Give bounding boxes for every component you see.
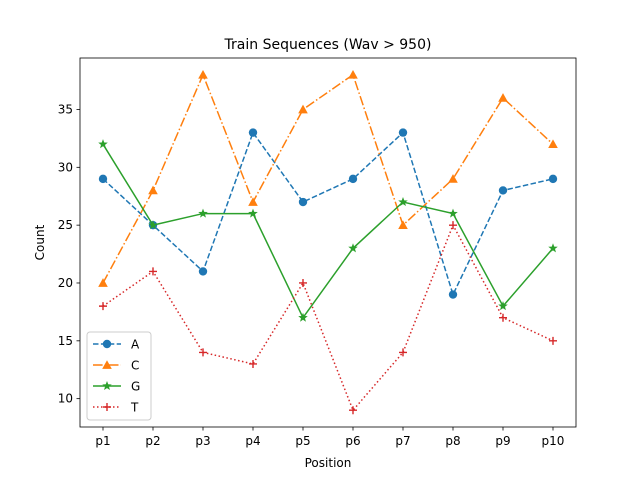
- y-tick-label: 20: [58, 276, 73, 290]
- legend-entry-A: A: [93, 338, 140, 352]
- x-tick-label: p1: [95, 434, 110, 448]
- point-A-p5: [298, 197, 308, 207]
- legend-label: C: [131, 359, 139, 373]
- x-tick-label: p8: [445, 434, 460, 448]
- point-A-p8: [448, 290, 458, 299]
- y-axis-ticks: 10 15 20 25 30 35: [58, 102, 80, 406]
- series-line-A: [102, 131, 554, 297]
- x-axis-label: Position: [305, 456, 352, 470]
- point-T-p4: [249, 359, 257, 368]
- point-A-p6: [348, 174, 358, 184]
- point-A-p4: [248, 128, 258, 137]
- x-tick-label: p2: [145, 434, 160, 448]
- point-G-p4: [248, 208, 258, 218]
- chart-title: Train Sequences (Wav > 950): [224, 37, 432, 53]
- series-A: [98, 128, 558, 299]
- point-T-p9: [499, 313, 507, 322]
- x-tick-label: p3: [195, 434, 210, 448]
- point-A-p3: [198, 267, 208, 276]
- point-C-p3: [198, 69, 208, 79]
- x-tick-label: p6: [345, 434, 360, 448]
- point-T-p3: [199, 348, 207, 357]
- point-G-p7: [398, 197, 408, 207]
- point-C-p10: [548, 139, 558, 149]
- point-C-p6: [348, 69, 358, 79]
- y-tick-label: 15: [58, 334, 73, 348]
- legend-marker: [102, 339, 112, 349]
- point-A-p9: [498, 186, 508, 195]
- point-G-p3: [198, 208, 208, 218]
- series-T: [99, 221, 557, 415]
- legend-entry-G: G: [93, 380, 140, 394]
- legend-label: A: [131, 338, 140, 352]
- point-G-p10: [548, 243, 558, 253]
- point-G-p1: [98, 139, 108, 149]
- y-tick-label: 30: [58, 160, 73, 174]
- x-tick-label: p9: [495, 434, 510, 448]
- point-G-p9: [498, 301, 508, 311]
- point-T-p5: [299, 278, 307, 287]
- point-G-p2: [148, 220, 158, 230]
- legend-label: G: [131, 380, 140, 394]
- plot-area: [98, 69, 558, 415]
- legend-label: T: [130, 401, 139, 415]
- point-G-p8: [448, 208, 458, 218]
- y-tick-label: 25: [58, 218, 73, 232]
- series-line-C: [102, 72, 554, 284]
- legend-marker: [103, 403, 111, 411]
- point-C-p9: [498, 93, 508, 102]
- point-T-p10: [549, 336, 557, 345]
- x-axis-ticks: p1 p2 p3 p4 p5 p6 p7 p8 p9 p10: [95, 427, 564, 448]
- series-C: [98, 69, 558, 287]
- point-C-p1: [98, 278, 108, 287]
- point-C-p7: [398, 220, 408, 229]
- point-A-p7: [398, 128, 408, 137]
- point-C-p4: [248, 197, 258, 206]
- series-line-G: [102, 143, 554, 320]
- x-tick-label: p5: [295, 434, 310, 448]
- point-A-p10: [548, 174, 558, 184]
- x-tick-label: p7: [395, 434, 410, 448]
- x-tick-label: p4: [245, 434, 260, 448]
- legend-marker: [102, 381, 112, 391]
- series-line-T: [102, 223, 554, 412]
- point-G-p6: [348, 243, 358, 253]
- point-T-p6: [349, 406, 357, 415]
- point-A-p1: [98, 174, 108, 184]
- legend-entry-C: C: [93, 359, 139, 373]
- y-tick-label: 10: [58, 392, 73, 406]
- point-G-p5: [298, 312, 308, 322]
- point-C-p8: [448, 174, 458, 183]
- series-G: [98, 139, 558, 322]
- axes-frame: [79, 57, 577, 428]
- legend-box: [86, 331, 152, 421]
- point-T-p7: [399, 348, 407, 357]
- point-C-p5: [298, 104, 308, 114]
- y-axis-label: Count: [33, 224, 47, 260]
- y-tick-label: 35: [58, 102, 73, 116]
- point-T-p2: [149, 267, 157, 276]
- x-tick-label: p10: [542, 434, 565, 448]
- point-T-p1: [99, 302, 107, 311]
- legend-marker: [102, 360, 112, 369]
- legend-entry-T: T: [93, 401, 139, 415]
- point-C-p2: [148, 185, 158, 195]
- point-T-p8: [449, 221, 457, 230]
